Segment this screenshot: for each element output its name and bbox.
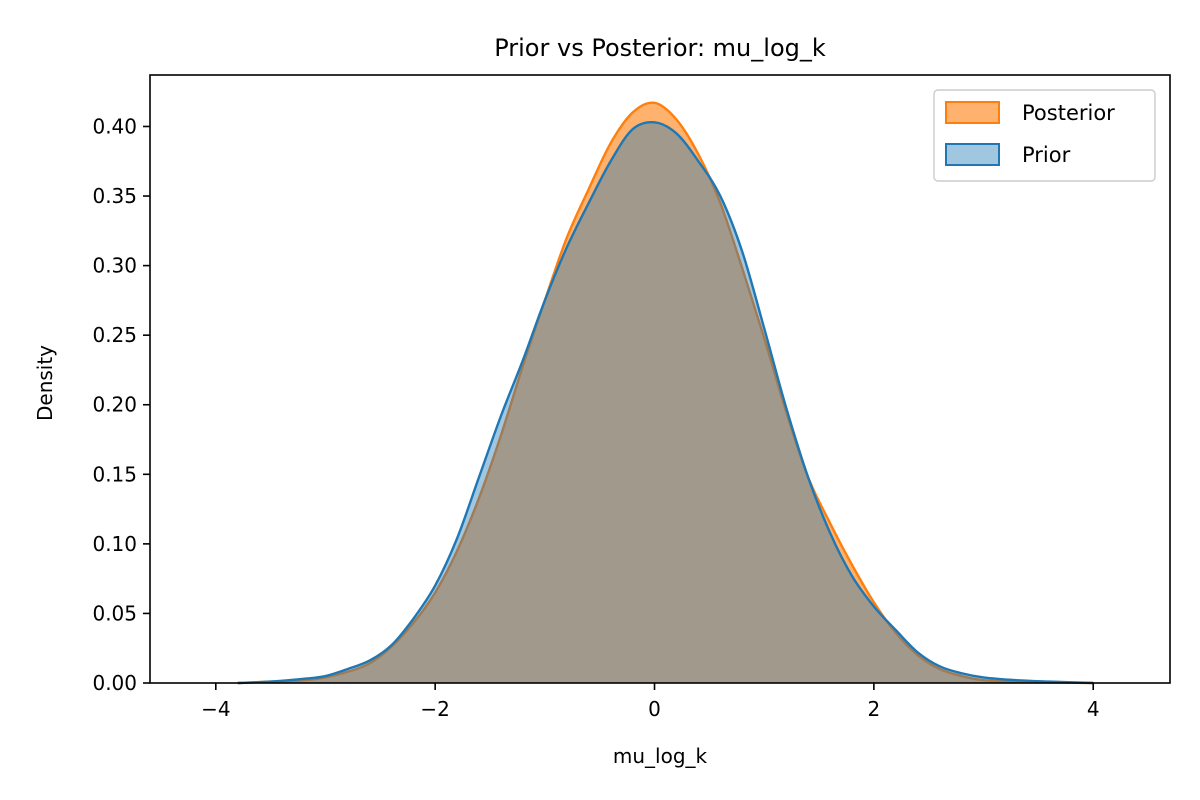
posterior-density-fill xyxy=(237,102,1094,684)
legend-swatch-prior xyxy=(945,143,1000,166)
legend: Posterior Prior xyxy=(933,89,1156,182)
legend-label-prior: Prior xyxy=(1022,143,1071,167)
x-tick-label: 2 xyxy=(868,697,881,721)
y-tick-label: 0.25 xyxy=(92,323,137,347)
y-tick-label: 0.30 xyxy=(92,254,137,278)
y-tick-label: 0.20 xyxy=(92,393,137,417)
y-tick-label: 0.35 xyxy=(92,184,137,208)
y-tick-label: 0.10 xyxy=(92,532,137,556)
y-tick-label: 0.40 xyxy=(92,114,137,138)
x-tick-label: −4 xyxy=(201,697,230,721)
prior-density-line xyxy=(237,120,1094,685)
x-axis-ticks: −4 −2 0 2 4 xyxy=(201,683,1100,721)
x-tick-label: 4 xyxy=(1087,697,1100,721)
y-axis-label: Density xyxy=(33,345,57,421)
legend-swatch-posterior xyxy=(945,101,1000,124)
x-tick-label: −2 xyxy=(420,697,449,721)
legend-label-posterior: Posterior xyxy=(1022,101,1115,125)
series-layer xyxy=(237,101,1094,685)
chart-title: Prior vs Posterior: mu_log_k xyxy=(494,34,826,62)
y-tick-label: 0.15 xyxy=(92,462,137,486)
x-tick-label: 0 xyxy=(648,697,661,721)
y-tick-label: 0.00 xyxy=(92,671,137,695)
prior-density-fill xyxy=(237,122,1094,683)
plot-frame xyxy=(149,74,1171,684)
x-axis-label: mu_log_k xyxy=(613,744,708,768)
y-tick-label: 0.05 xyxy=(92,601,137,625)
y-axis-ticks: 0.00 0.05 0.10 0.15 0.20 0.25 0.30 0.35 0.40 xyxy=(92,114,150,695)
